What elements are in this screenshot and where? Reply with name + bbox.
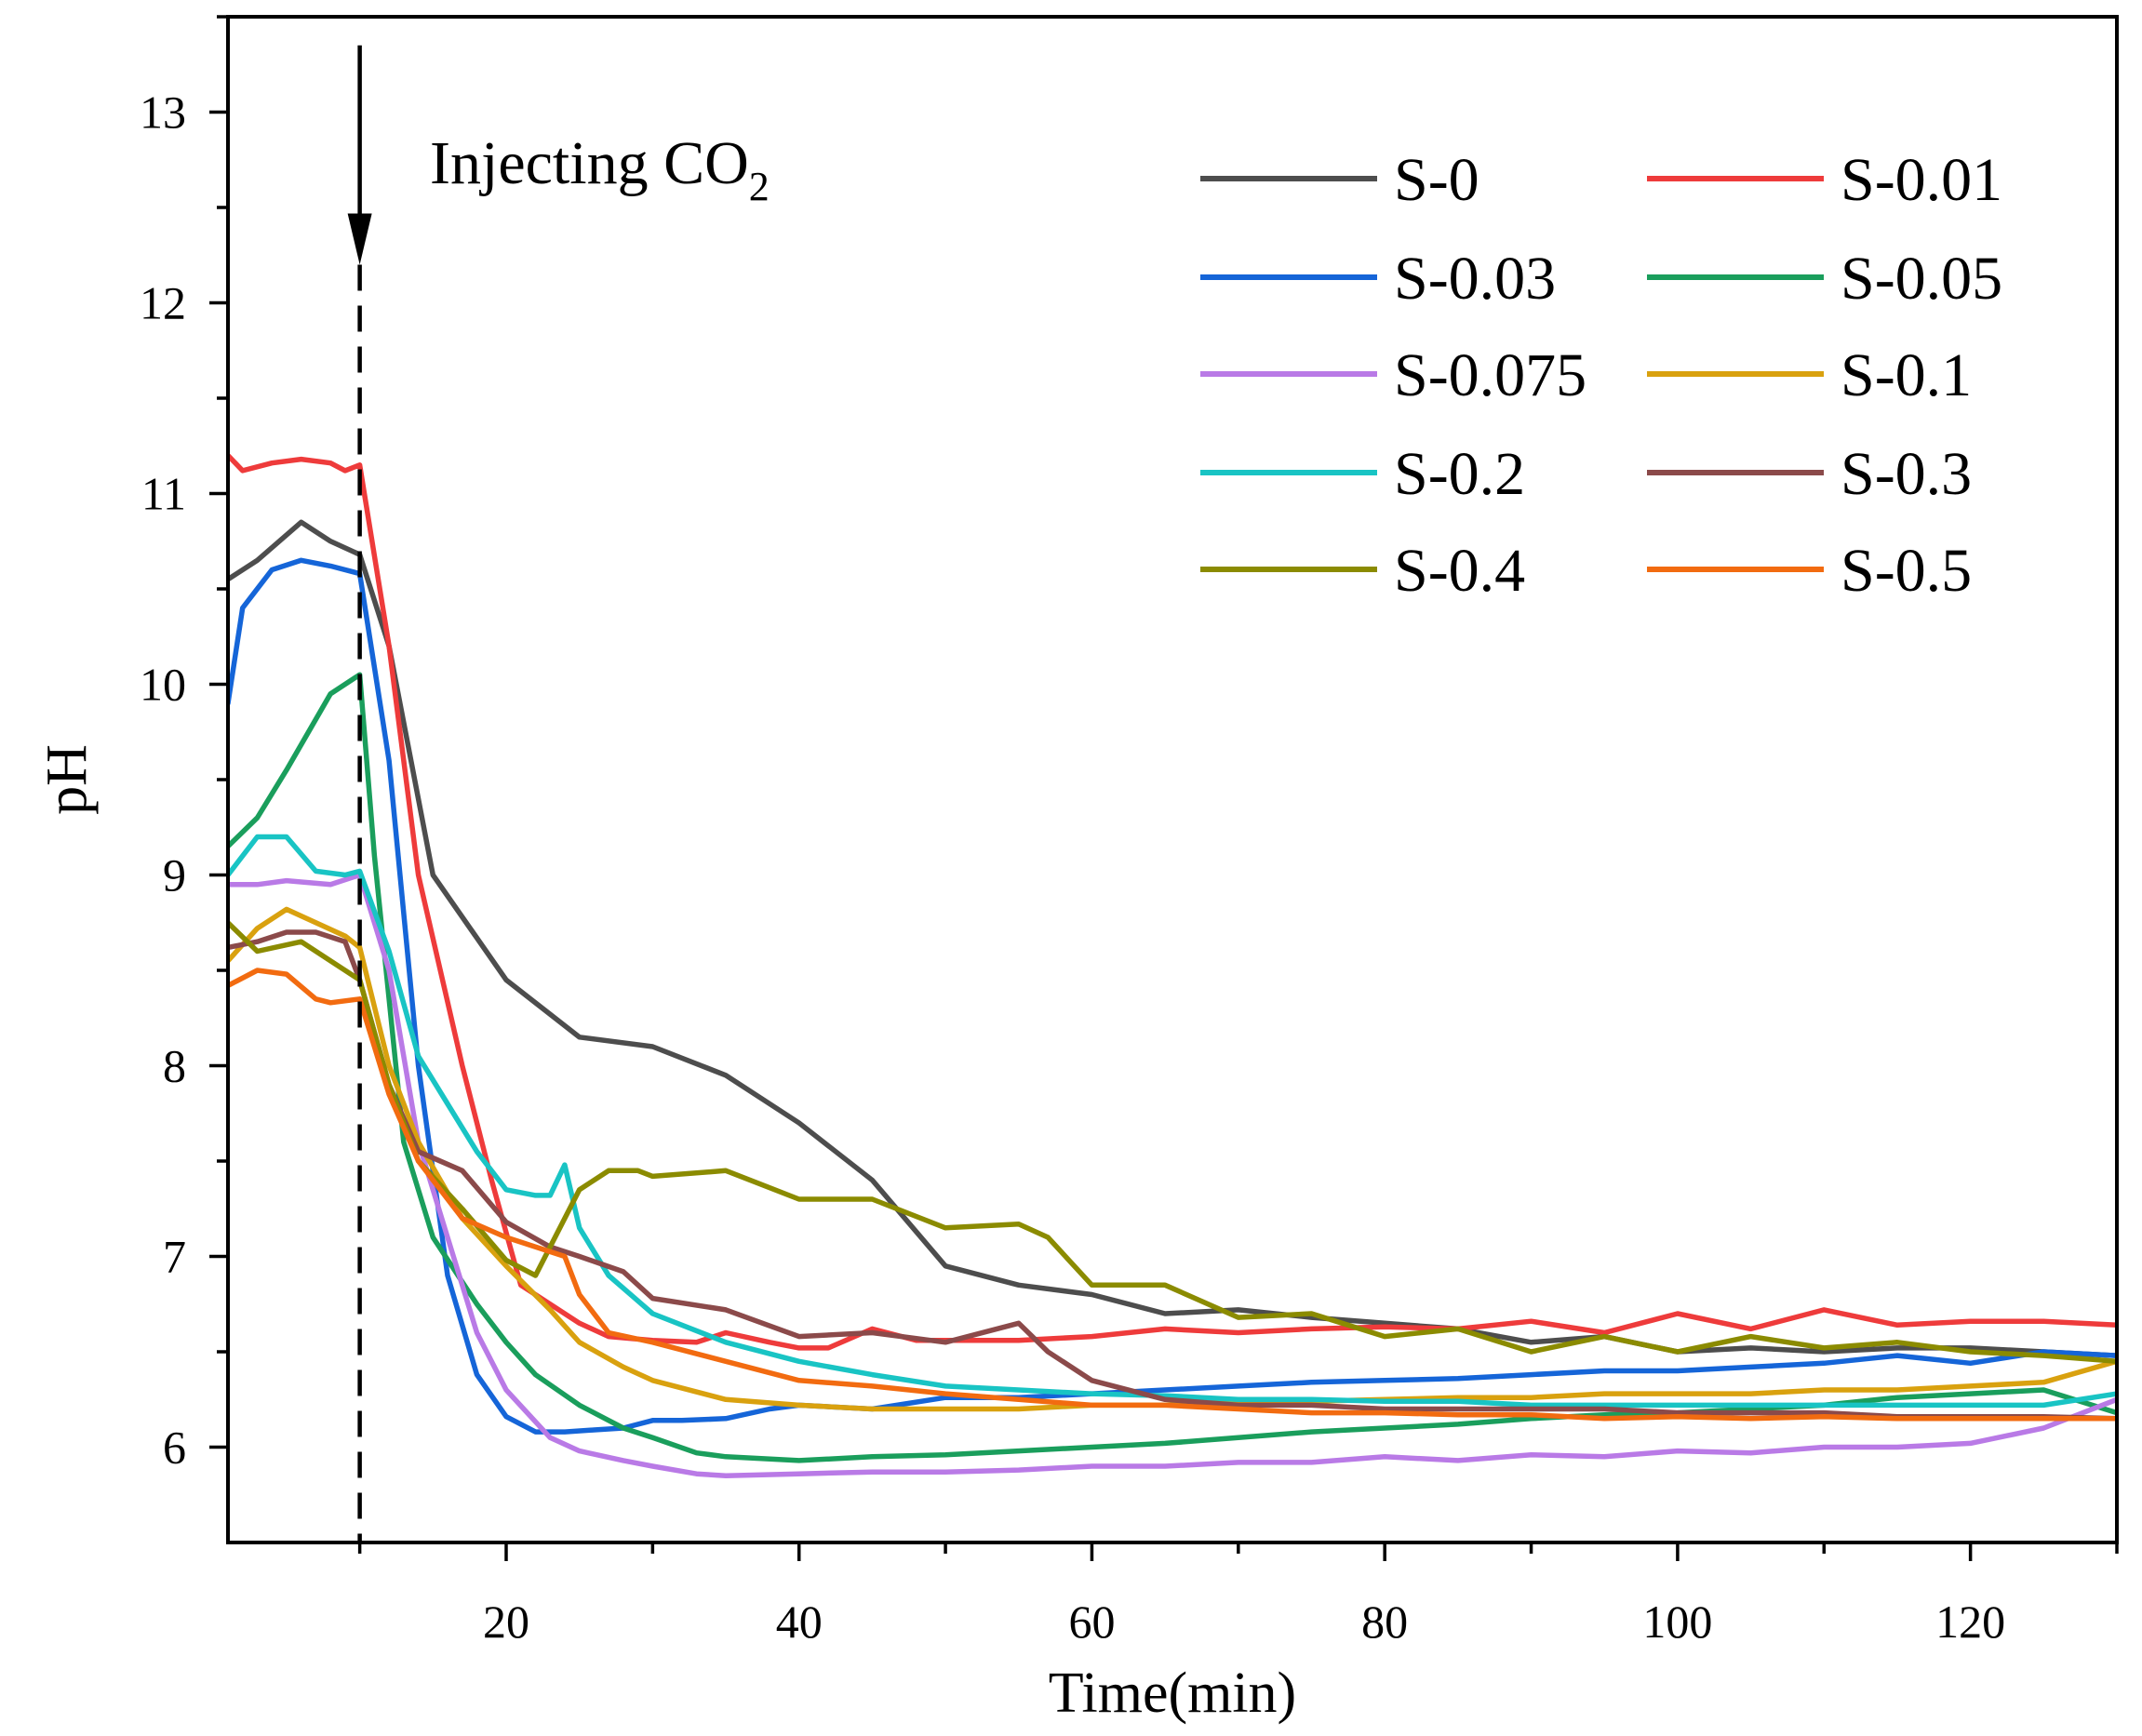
series-line-S-0.03 [228,557,2117,1435]
legend-label-S-0.4: S-0.4 [1394,537,1525,605]
y-tick-label: 10 [140,659,186,711]
legend: S-0 S-0.01 S-0.03 S-0.05 S-0.075 S-0.1 S-0.2 S-… [1200,146,2002,605]
y-tick-label: 6 [163,1422,186,1474]
injection-label-subscript: 2 [749,164,770,209]
legend-label-S-0.05: S-0.05 [1841,245,2002,313]
legend-label-S-0.075: S-0.075 [1394,341,1586,409]
series-line-S-0.5 [228,968,2117,1422]
y-tick-label: 9 [163,849,186,901]
series-line-S-0.075 [228,872,2117,1479]
x-axis: 20 40 60 80 100 120 [357,1542,2119,1648]
y-tick-label: 11 [141,468,186,520]
x-tick-label: 60 [1068,1596,1115,1648]
injection-label-main: Injecting CO [430,129,749,197]
y-tick-label: 7 [163,1231,186,1283]
legend-label-S-0.2: S-0.2 [1394,440,1525,508]
y-tick-label: 12 [140,277,186,329]
legend-label-S-0.1: S-0.1 [1841,341,1972,409]
legend-label-S-0.01: S-0.01 [1841,146,2002,214]
injection-arrowhead [347,213,372,265]
legend-label-S-0.3: S-0.3 [1841,440,1972,508]
y-tick-label: 13 [140,87,186,139]
x-tick-label: 80 [1361,1596,1408,1648]
legend-label-S-0: S-0 [1394,146,1479,214]
series-line-S-0.2 [228,834,2117,1409]
series-line-S-0.1 [228,906,2117,1412]
y-axis-title: pH [35,744,99,815]
x-tick-label: 20 [483,1596,529,1648]
x-tick-label: 100 [1642,1596,1712,1648]
series-line-S-0.01 [228,452,2117,1351]
y-axis: 6 7 8 9 10 11 12 13 [140,15,228,1474]
legend-label-S-0.5: S-0.5 [1841,537,1972,605]
series-layer [228,452,2117,1479]
injection-label: Injecting CO2 [430,129,770,209]
legend-label-S-0.03: S-0.03 [1394,245,1556,313]
x-tick-label: 40 [776,1596,823,1648]
x-tick-label: 120 [1935,1596,2005,1648]
y-tick-label: 8 [163,1040,186,1092]
x-axis-title: Time(min) [1049,1662,1296,1725]
injection-annotation: Injecting CO2 [347,45,770,1542]
